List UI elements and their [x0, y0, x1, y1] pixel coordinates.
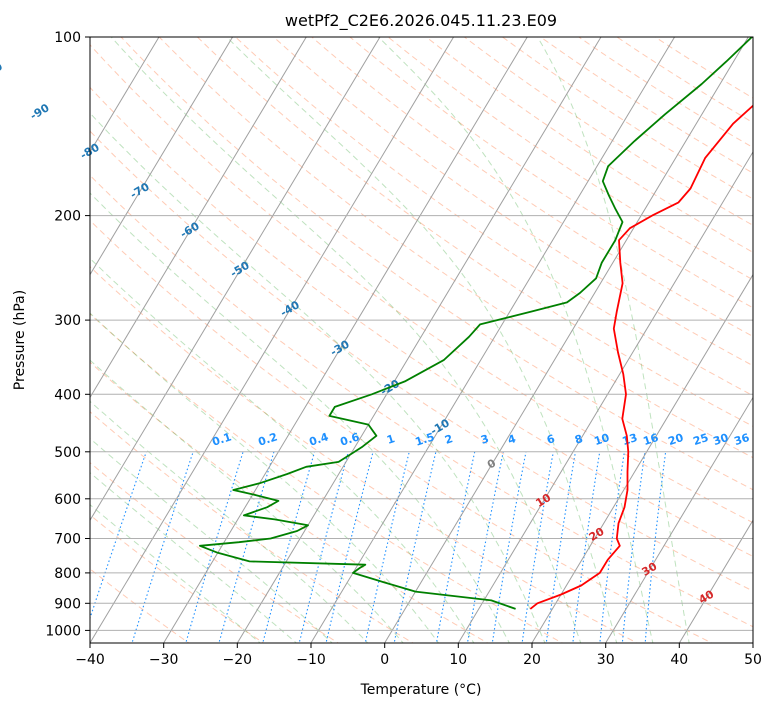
mixing-ratio-label: 10 — [593, 431, 612, 448]
y-axis-title: Pressure (hPa) — [12, 290, 28, 390]
isotherm-line — [163, 37, 528, 643]
dry-adiabat — [90, 265, 639, 643]
y-tick-label: 400 — [54, 387, 81, 403]
isotherm-line — [310, 37, 676, 643]
mixing-ratio-line — [364, 451, 410, 643]
x-tick-label: −20 — [223, 652, 253, 668]
mixing-ratio-label: 0.2 — [257, 430, 280, 448]
mixing-ratio-line — [185, 451, 244, 643]
mixing-ratio-line — [491, 451, 527, 643]
y-tick-label: 700 — [54, 532, 81, 548]
dry-adiabat — [272, 37, 753, 367]
isotherm-line — [90, 37, 455, 643]
mixing-ratio-line — [218, 451, 275, 643]
y-tick-label: 300 — [54, 313, 81, 329]
dry-adiabat — [90, 44, 753, 524]
x-tick-label: 20 — [523, 652, 541, 668]
x-axis-ticks: −40 −30 −20 −10 0 10 20 30 40 50 — [75, 643, 762, 668]
dry-adiabat — [90, 462, 340, 643]
isotherm-line — [678, 519, 753, 643]
y-tick-label: 100 — [54, 30, 81, 46]
temperature-profile — [529, 104, 753, 610]
y-tick-label: 1000 — [45, 623, 81, 639]
x-tick-label: −10 — [296, 652, 326, 668]
mixing-ratio-line — [325, 451, 374, 643]
isotherm-line — [90, 37, 160, 153]
mixing-ratio-label: 2 — [443, 432, 454, 447]
mixing-ratio-line — [298, 451, 349, 643]
mixing-ratio-label: 36 — [733, 431, 752, 448]
mixing-ratio-label: 0.4 — [308, 430, 331, 448]
x-tick-label: 10 — [449, 652, 467, 668]
dry-adiabat — [196, 37, 753, 427]
x-tick-label: 0 — [380, 652, 389, 668]
x-tick-label: 30 — [597, 652, 615, 668]
x-tick-label: 40 — [670, 652, 688, 668]
isotherm-line — [90, 37, 234, 276]
mixing-ratio-label: 16 — [642, 431, 661, 448]
y-tick-label: 500 — [54, 445, 81, 461]
mixing-ratio-label: 6 — [545, 432, 557, 447]
x-axis-title: Temperature (°C) — [360, 682, 482, 698]
isotherm-line — [384, 37, 749, 643]
dry-adiabat — [158, 37, 753, 459]
x-tick-label: −40 — [75, 652, 105, 668]
y-tick-label: 600 — [54, 492, 81, 508]
mixing-ratio-label: 4 — [506, 432, 518, 447]
mixing-ratio-line — [262, 451, 316, 643]
isotherm-line — [457, 150, 753, 643]
dry-adiabat — [90, 130, 753, 592]
grid-lines — [90, 37, 753, 643]
mixing-ratio-label: 13 — [621, 431, 640, 448]
mixing-ratio-line — [393, 451, 437, 643]
dry-adiabat — [90, 86, 753, 557]
y-tick-label: 800 — [54, 566, 81, 582]
x-tick-label: −30 — [149, 652, 179, 668]
isotherm-line — [531, 273, 753, 643]
y-axis-ticks: 100 200 300 400 500 600 700 800 900 1000 — [45, 30, 90, 639]
x-tick-label: 50 — [744, 652, 762, 668]
dry-adiabat — [90, 313, 564, 643]
dry-adiabat — [311, 37, 753, 338]
mixing-ratio-label: 3 — [479, 432, 490, 447]
mixing-ratio-label: 0.6 — [339, 430, 362, 448]
dry-adiabat — [120, 37, 753, 491]
mixing-ratio-label: 0.1 — [211, 430, 234, 448]
y-tick-label: 900 — [54, 596, 81, 612]
isotherm-line — [236, 37, 602, 643]
profile-series — [199, 37, 753, 610]
y-tick-label: 200 — [54, 209, 81, 225]
plot-frame — [89, 36, 754, 644]
mixing-ratio-label: 1 — [385, 432, 396, 447]
mixing-ratio-label: 8 — [573, 432, 584, 447]
chart-title: wetPf2_C2E6.2026.045.11.23.E09 — [285, 11, 557, 31]
mixing-ratio-label: 30 — [712, 431, 731, 448]
isotherm-line — [90, 37, 307, 399]
dewpoint-profile — [199, 37, 753, 610]
mixing-ratio-label: 20 — [667, 431, 686, 448]
isotherm-line — [90, 37, 381, 522]
mixing-ratio-label: 1.5 — [414, 430, 437, 448]
mixing-ratio-line — [435, 451, 476, 643]
mixing-ratio-label: 25 — [692, 431, 711, 448]
isotherm-line — [605, 396, 753, 643]
